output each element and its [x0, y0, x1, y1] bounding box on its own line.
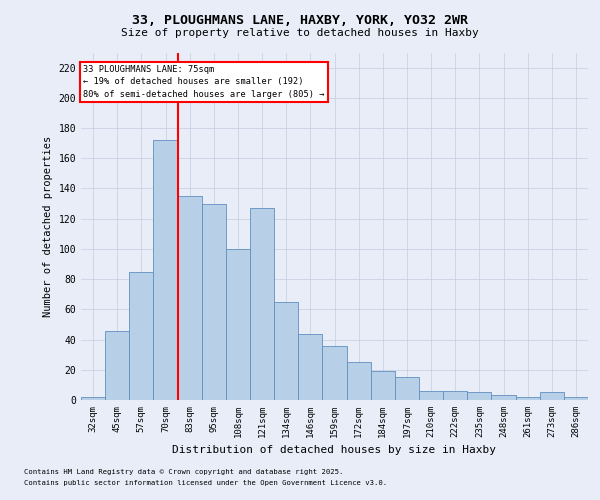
Bar: [202, 204, 226, 400]
Bar: [443, 391, 467, 400]
Y-axis label: Number of detached properties: Number of detached properties: [43, 136, 53, 317]
Bar: [250, 208, 274, 400]
Bar: [419, 391, 443, 400]
Bar: [515, 397, 540, 400]
X-axis label: Distribution of detached houses by size in Haxby: Distribution of detached houses by size …: [173, 446, 497, 456]
Bar: [491, 396, 515, 400]
Text: Contains HM Land Registry data © Crown copyright and database right 2025.: Contains HM Land Registry data © Crown c…: [24, 469, 343, 475]
Text: Size of property relative to detached houses in Haxby: Size of property relative to detached ho…: [121, 28, 479, 38]
Bar: [178, 196, 202, 400]
Bar: [274, 302, 298, 400]
Bar: [395, 378, 419, 400]
Bar: [347, 362, 371, 400]
Bar: [564, 397, 588, 400]
Text: Contains public sector information licensed under the Open Government Licence v3: Contains public sector information licen…: [24, 480, 387, 486]
Text: 33, PLOUGHMANS LANE, HAXBY, YORK, YO32 2WR: 33, PLOUGHMANS LANE, HAXBY, YORK, YO32 2…: [132, 14, 468, 27]
Bar: [154, 140, 178, 400]
Bar: [322, 346, 347, 400]
Bar: [105, 330, 129, 400]
Bar: [298, 334, 322, 400]
Bar: [81, 397, 105, 400]
Bar: [467, 392, 491, 400]
Text: 33 PLOUGHMANS LANE: 75sqm
← 19% of detached houses are smaller (192)
80% of semi: 33 PLOUGHMANS LANE: 75sqm ← 19% of detac…: [83, 64, 325, 98]
Bar: [540, 392, 564, 400]
Bar: [226, 249, 250, 400]
Bar: [129, 272, 154, 400]
Bar: [371, 372, 395, 400]
